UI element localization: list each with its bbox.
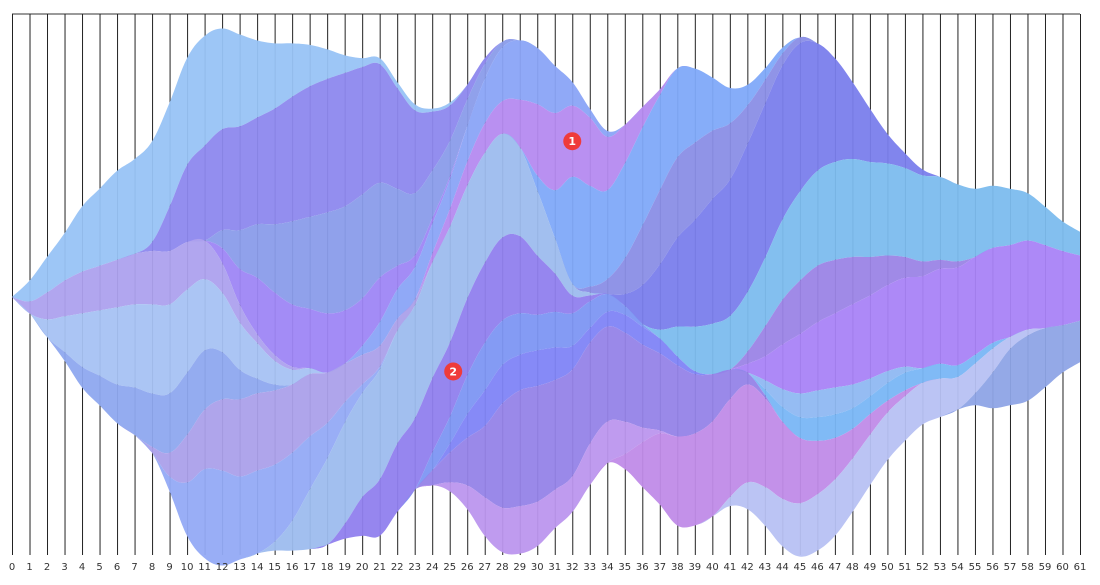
stream-layer-17[interactable]	[12, 133, 1080, 454]
stream-layers	[12, 28, 1080, 566]
x-tick-label: 34	[601, 562, 614, 573]
x-tick-label: 19	[338, 562, 351, 573]
x-tick-label: 3	[61, 562, 67, 573]
marker-circle	[563, 132, 582, 151]
stream-layer-25[interactable]	[12, 297, 1080, 566]
x-tick-label: 12	[216, 562, 229, 573]
stream-layer-7[interactable]	[12, 36, 1080, 373]
x-tick-label: 43	[758, 562, 771, 573]
stream-layer-16[interactable]	[12, 133, 1080, 441]
x-axis: 0 1 2 3 4 5 6 7 8 9 10 11 12 13 14 15 16 17 18 19 20 21 22 23 24…	[9, 562, 1087, 573]
marker-label: 2	[449, 365, 457, 378]
x-tick-label: 61	[1074, 562, 1087, 573]
stream-layer-21[interactable]	[12, 233, 1080, 566]
marker-1[interactable]: 1	[563, 132, 582, 151]
x-tick-label: 51	[899, 562, 912, 573]
markers: 12	[444, 132, 582, 381]
x-tick-label: 4	[79, 562, 85, 573]
x-tick-label: 35	[618, 562, 631, 573]
stream-layer-15[interactable]	[12, 133, 1080, 441]
x-tick-label: 32	[566, 562, 579, 573]
x-tick-label: 23	[408, 562, 421, 573]
stream-layer-26[interactable]	[12, 297, 1080, 566]
x-tick-label: 18	[321, 562, 334, 573]
x-tick-label: 30	[531, 562, 544, 573]
stream-layer-20[interactable]	[12, 133, 1080, 566]
x-tick-label: 24	[426, 562, 439, 573]
x-tick-label: 28	[496, 562, 509, 573]
x-tick-label: 20	[356, 562, 369, 573]
x-tick-label: 47	[829, 562, 842, 573]
x-tick-label: 8	[149, 562, 155, 573]
x-tick-label: 2	[44, 562, 50, 573]
x-tick-label: 14	[251, 562, 264, 573]
x-tick-label: 31	[548, 562, 561, 573]
stream-layer-24[interactable]	[12, 297, 1080, 566]
marker-2[interactable]: 2	[444, 362, 463, 381]
x-tick-label: 40	[706, 562, 719, 573]
x-tick-label: 36	[636, 562, 649, 573]
stream-layer-22[interactable]	[12, 293, 1080, 566]
stream-layer-12[interactable]	[12, 133, 1080, 394]
x-tick-label: 17	[303, 562, 316, 573]
x-tick-label: 39	[688, 562, 701, 573]
x-tick-label: 26	[461, 562, 474, 573]
x-tick-label: 58	[1021, 562, 1034, 573]
x-tick-label: 22	[391, 562, 404, 573]
x-tick-label: 15	[268, 562, 281, 573]
x-tick-label: 25	[443, 562, 456, 573]
stream-layer-9[interactable]	[12, 40, 1080, 373]
stream-layer-2[interactable]	[12, 37, 1080, 302]
x-tick-label: 21	[373, 562, 386, 573]
stream-layer-10[interactable]	[12, 133, 1080, 375]
marker-circle	[444, 362, 463, 381]
x-tick-label: 49	[864, 562, 877, 573]
x-tick-label: 41	[723, 562, 736, 573]
stream-layer-23[interactable]	[12, 297, 1080, 566]
stream-layer-3[interactable]	[12, 37, 1080, 314]
x-tick-label: 48	[846, 562, 859, 573]
x-tick-label: 33	[583, 562, 596, 573]
x-tick-label: 27	[478, 562, 491, 573]
x-tick-label: 13	[233, 562, 246, 573]
x-tick-label: 52	[916, 562, 929, 573]
x-tick-label: 54	[951, 562, 964, 573]
x-tick-label: 53	[934, 562, 947, 573]
x-tick-label: 7	[131, 562, 137, 573]
x-tick-label: 29	[513, 562, 526, 573]
x-tick-label: 59	[1039, 562, 1052, 573]
x-tick-label: 46	[811, 562, 824, 573]
stream-layer-18[interactable]	[12, 133, 1080, 483]
x-tick-label: 57	[1004, 562, 1017, 573]
x-tick-label: 5	[96, 562, 102, 573]
x-tick-label: 0	[9, 562, 15, 573]
x-tick-label: 6	[114, 562, 120, 573]
x-tick-label: 37	[653, 562, 666, 573]
x-tick-label: 55	[969, 562, 982, 573]
x-tick-label: 60	[1056, 562, 1069, 573]
x-tick-label: 56	[986, 562, 999, 573]
stream-layer-5[interactable]	[12, 37, 1080, 373]
x-tick-label: 44	[776, 562, 789, 573]
x-tick-label: 42	[741, 562, 754, 573]
x-tick-label: 50	[881, 562, 894, 573]
stream-layer-1[interactable]	[12, 28, 1080, 302]
x-tick-label: 16	[286, 562, 299, 573]
x-tick-label: 45	[794, 562, 807, 573]
x-tick-label: 38	[671, 562, 684, 573]
x-tick-label: 1	[26, 562, 32, 573]
stream-layer-11[interactable]	[12, 133, 1080, 375]
stream-layer-27[interactable]	[12, 297, 1080, 566]
x-tick-label: 10	[181, 562, 194, 573]
x-tick-label: 9	[166, 562, 172, 573]
x-tick-label: 11	[198, 562, 211, 573]
marker-label: 1	[568, 135, 576, 148]
